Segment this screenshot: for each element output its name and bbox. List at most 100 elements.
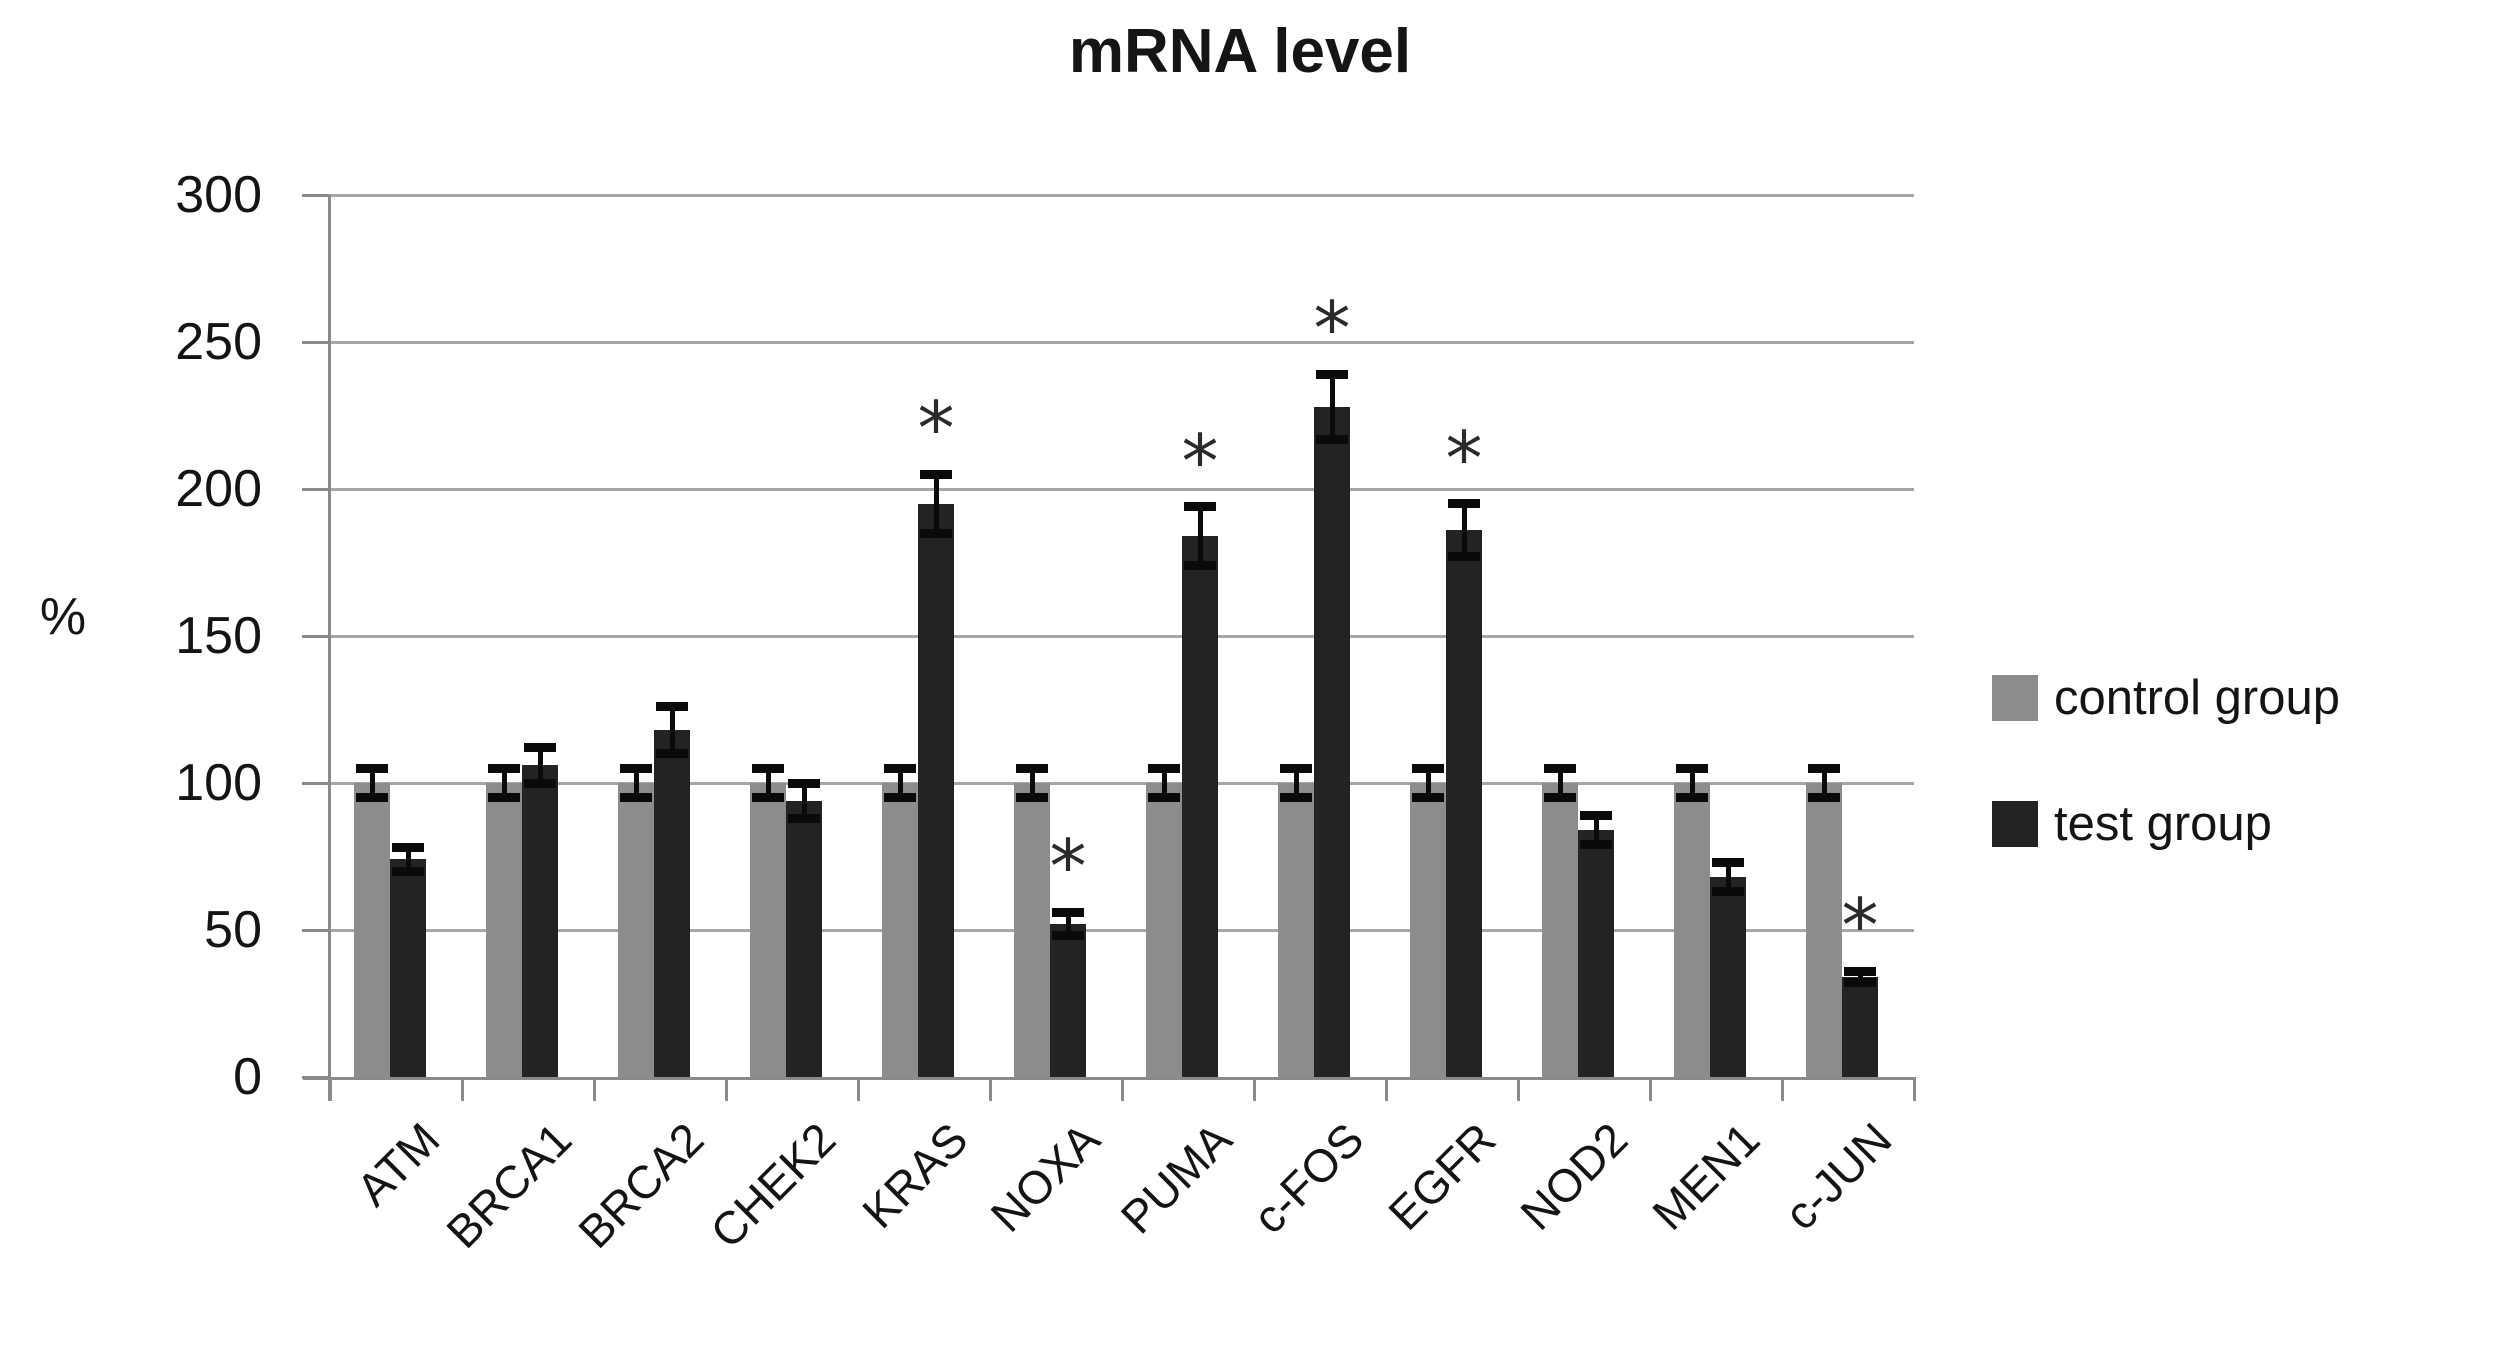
error-line-BRCA1-1 — [537, 747, 543, 783]
error-cap-top-NOD2-0 — [1544, 763, 1576, 773]
error-cap-top-BRCA2-0 — [620, 763, 652, 773]
error-cap-top-MEN1-0 — [1676, 763, 1708, 773]
y-tick-label-50: 50 — [204, 901, 262, 959]
bar-control-PUMA — [1146, 783, 1182, 1077]
error-cap-top-c-JUN-0 — [1808, 763, 1840, 773]
y-tick-150 — [302, 634, 330, 638]
error-line-MEN1-1 — [1725, 862, 1731, 892]
error-line-BRCA1-0 — [501, 768, 507, 798]
error-cap-top-c-FOS-0 — [1280, 763, 1312, 773]
y-tick-50 — [302, 928, 330, 932]
x-tick-1 — [461, 1077, 464, 1101]
legend-swatch-test — [1992, 801, 2038, 847]
x-tick-9 — [1517, 1077, 1520, 1101]
bar-test-EGFR — [1446, 530, 1482, 1077]
y-axis-unit-label: % — [39, 588, 87, 646]
error-line-BRCA2-0 — [633, 768, 639, 798]
error-line-EGFR-0 — [1425, 768, 1431, 798]
bar-control-BRCA2 — [618, 783, 654, 1077]
error-line-NOXA-1 — [1065, 912, 1071, 936]
error-line-NOD2-1 — [1593, 815, 1599, 845]
error-cap-top-ATM-0 — [356, 763, 388, 773]
error-cap-bottom-BRCA2-0 — [620, 793, 652, 803]
bar-control-c-JUN — [1806, 783, 1842, 1077]
error-cap-bottom-ATM-0 — [356, 793, 388, 803]
x-tick-2 — [593, 1077, 596, 1101]
error-cap-top-CHEK2-0 — [752, 763, 784, 773]
x-tick-3 — [725, 1077, 728, 1101]
y-tick-label-200: 200 — [175, 460, 262, 518]
bar-control-MEN1 — [1674, 783, 1710, 1077]
bar-test-KRAS — [918, 503, 954, 1077]
error-cap-top-c-FOS-1 — [1316, 369, 1348, 379]
legend-swatch-control — [1992, 675, 2038, 721]
error-cap-bottom-NOXA-1 — [1052, 931, 1084, 941]
gridline-250 — [330, 340, 1914, 344]
error-cap-bottom-c-JUN-1 — [1844, 978, 1876, 988]
bar-control-NOD2 — [1542, 783, 1578, 1077]
error-cap-top-c-JUN-1 — [1844, 966, 1876, 976]
bar-control-ATM — [354, 783, 390, 1077]
error-cap-bottom-BRCA1-1 — [524, 778, 556, 788]
bar-test-CHEK2 — [786, 800, 822, 1077]
bar-control-KRAS — [882, 783, 918, 1077]
significance-star-NOXA: * — [1049, 824, 1087, 911]
bar-test-c-FOS — [1314, 406, 1350, 1077]
error-line-KRAS-1 — [933, 474, 939, 534]
bar-control-EGFR — [1410, 783, 1446, 1077]
gridline-200 — [330, 487, 1914, 491]
bar-test-MEN1 — [1710, 877, 1746, 1077]
y-tick-250 — [302, 340, 330, 344]
y-tick-0 — [302, 1075, 330, 1079]
error-cap-top-ATM-1 — [392, 843, 424, 853]
significance-star-KRAS: * — [917, 386, 955, 473]
error-cap-bottom-MEN1-0 — [1676, 793, 1708, 803]
error-line-NOD2-0 — [1557, 768, 1563, 798]
error-cap-bottom-BRCA1-0 — [488, 793, 520, 803]
chart-title: mRNA level — [1068, 17, 1412, 86]
bar-control-c-FOS — [1278, 783, 1314, 1077]
y-tick-300 — [302, 193, 330, 197]
error-cap-bottom-ATM-1 — [392, 866, 424, 876]
error-line-KRAS-0 — [897, 768, 903, 798]
error-cap-top-BRCA1-0 — [488, 763, 520, 773]
error-cap-top-MEN1-1 — [1712, 857, 1744, 867]
error-cap-top-NOXA-0 — [1016, 763, 1048, 773]
error-line-MEN1-0 — [1689, 768, 1695, 798]
error-cap-bottom-MEN1-1 — [1712, 887, 1744, 897]
error-cap-top-CHEK2-1 — [788, 778, 820, 788]
error-cap-top-EGFR-0 — [1412, 763, 1444, 773]
error-cap-top-KRAS-1 — [920, 469, 952, 479]
error-line-CHEK2-0 — [765, 768, 771, 798]
gridline-150 — [330, 634, 1914, 638]
error-cap-bottom-KRAS-1 — [920, 528, 952, 538]
significance-star-c-JUN: * — [1841, 883, 1879, 970]
gridline-100 — [330, 781, 1914, 785]
gridline-50 — [330, 928, 1914, 932]
bar-test-BRCA2 — [654, 730, 690, 1077]
y-axis-line — [328, 195, 331, 1101]
error-line-PUMA-0 — [1161, 768, 1167, 798]
error-line-NOXA-0 — [1029, 768, 1035, 798]
error-cap-bottom-CHEK2-1 — [788, 813, 820, 823]
error-cap-top-PUMA-0 — [1148, 763, 1180, 773]
x-tick-12 — [1913, 1077, 1916, 1101]
error-cap-bottom-NOD2-1 — [1580, 840, 1612, 850]
error-cap-top-EGFR-1 — [1448, 499, 1480, 509]
x-tick-0 — [329, 1077, 332, 1101]
error-cap-bottom-NOXA-0 — [1016, 793, 1048, 803]
y-tick-100 — [302, 781, 330, 785]
bar-test-c-JUN — [1842, 977, 1878, 1077]
error-cap-top-NOXA-1 — [1052, 907, 1084, 917]
error-line-ATM-1 — [405, 847, 411, 872]
legend: control group test group — [1992, 672, 2340, 850]
error-cap-top-BRCA2-1 — [656, 702, 688, 712]
bar-test-BRCA1 — [522, 765, 558, 1077]
error-line-ATM-0 — [369, 768, 375, 798]
error-cap-bottom-c-FOS-0 — [1280, 793, 1312, 803]
error-line-c-FOS-1 — [1329, 374, 1335, 439]
bar-test-NOD2 — [1578, 830, 1614, 1077]
error-line-c-JUN-1 — [1857, 971, 1863, 983]
y-tick-label-150: 150 — [175, 607, 262, 665]
bar-test-ATM — [390, 859, 426, 1077]
